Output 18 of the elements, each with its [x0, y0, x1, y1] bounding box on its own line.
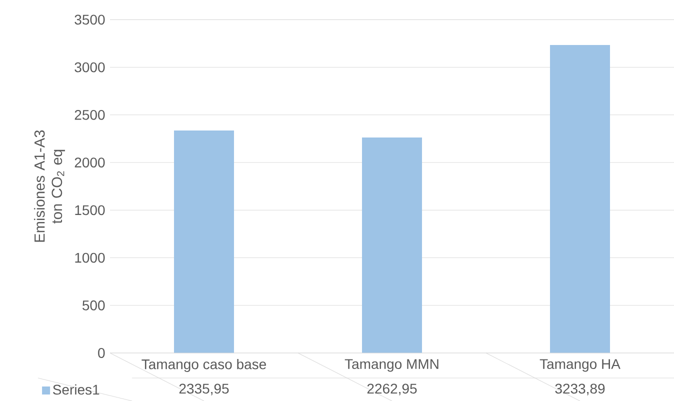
y-tick-label: 1500 [75, 205, 105, 216]
x-tick-label: Tamango caso base [142, 358, 266, 372]
y-tick-label: 2500 [74, 110, 105, 120]
x-tick-label: Tamango MMN [344, 359, 438, 372]
data-label: 3233,89 [555, 384, 605, 396]
y-tick-label: 3500 [74, 14, 105, 25]
data-label: 2262,95 [367, 384, 417, 396]
data-label: 2335,95 [179, 384, 229, 396]
legend-label: Series1 [53, 384, 100, 395]
y-tick-label: 2000 [74, 158, 105, 168]
y-tick-label: 0 [98, 348, 105, 358]
y-tick-label: 1000 [75, 252, 105, 263]
bar [362, 137, 422, 353]
x-tick-label: Tamango HA [540, 359, 620, 372]
bar [174, 130, 234, 353]
y-tick-label: 3000 [74, 62, 105, 72]
y-tick-label: 500 [82, 300, 105, 310]
bar [550, 45, 610, 353]
